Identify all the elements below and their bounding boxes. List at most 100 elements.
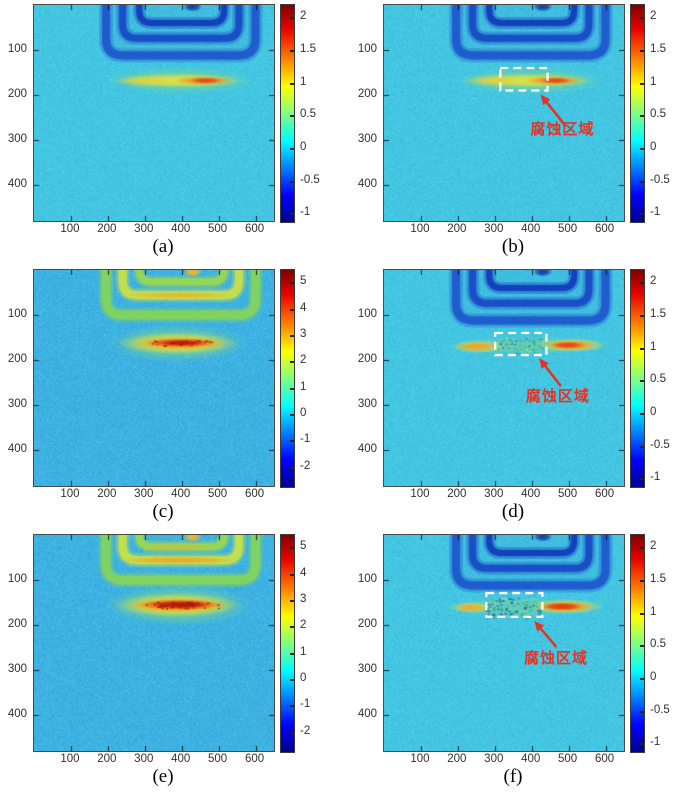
colorbar-tick-label: 0 xyxy=(300,672,306,684)
colorbar-tick-label: 0.5 xyxy=(650,373,666,385)
y-tick-label: 300 xyxy=(8,133,27,145)
colorbar-tick xyxy=(640,315,644,317)
x-tick-label: 300 xyxy=(127,753,161,765)
y-tick-label: 400 xyxy=(358,708,377,720)
colorbar-tick xyxy=(640,743,644,745)
x-tick-label: 400 xyxy=(164,223,198,235)
colorbar-tick-label: 0.5 xyxy=(650,108,666,120)
colorbar-tick xyxy=(290,282,294,284)
colorbar-tick xyxy=(290,361,294,363)
colorbar-tick xyxy=(290,83,294,85)
y-axis-ticks: 100 200 300 400 xyxy=(0,535,27,751)
y-tick-label: 200 xyxy=(358,88,377,100)
x-tick-label: 200 xyxy=(440,223,474,235)
colorbar-tick-label: 0 xyxy=(300,141,306,153)
y-tick-label: 100 xyxy=(358,308,377,320)
colorbar-tick-labels: 2 1.5 1 0.5 0 -0.5 -1 xyxy=(650,534,675,751)
y-tick-label: 300 xyxy=(358,133,377,145)
colorbar-tick xyxy=(640,348,644,350)
colorbar-tick-label: 0.5 xyxy=(650,638,666,650)
subplot-f: 100 200 300 400 腐蚀区域 2 1.5 1 0.5 0 -0.5 -1 100 200… xyxy=(338,530,675,796)
subplot-c: 100 200 300 400 5 4 3 2 1 0 -1 -2 100 200 300 400 500 6… xyxy=(0,265,338,530)
heatmap-canvas xyxy=(384,270,624,486)
colorbar-tick-label: 2 xyxy=(300,10,306,22)
x-tick-label: 600 xyxy=(238,488,272,500)
colorbar-tick xyxy=(640,580,644,582)
x-tick-label: 500 xyxy=(551,753,585,765)
colorbar-tick-label: 4 xyxy=(300,567,306,579)
x-tick-label: 200 xyxy=(90,488,124,500)
x-axis-ticks: 100 200 300 400 500 600 xyxy=(33,753,273,767)
x-tick-label: 400 xyxy=(514,223,548,235)
x-tick-label: 200 xyxy=(90,223,124,235)
heatmap-canvas xyxy=(384,5,624,221)
subplot-caption: (f) xyxy=(383,766,643,788)
colorbar-tick xyxy=(640,282,644,284)
x-tick-label: 600 xyxy=(588,488,622,500)
colorbar-tick-labels: 5 4 3 2 1 0 -1 -2 xyxy=(300,534,334,751)
colorbar-tick xyxy=(640,711,644,713)
heatmap-d: 腐蚀区域 xyxy=(383,269,625,487)
colorbar-tick-label: -1 xyxy=(650,736,660,748)
colorbar xyxy=(630,534,645,753)
colorbar-tick-label: -1 xyxy=(300,698,310,710)
y-tick-label: 100 xyxy=(8,43,27,55)
colorbar-tick-label: 1 xyxy=(650,76,656,88)
colorbar-tick xyxy=(290,600,294,602)
colorbar-tick xyxy=(640,478,644,480)
corrosion-label: 腐蚀区域 xyxy=(501,651,611,668)
colorbar-tick xyxy=(290,653,294,655)
colorbar-tick-label: 1.5 xyxy=(650,308,666,320)
x-tick-label: 200 xyxy=(440,488,474,500)
x-tick-label: 300 xyxy=(477,488,511,500)
colorbar-gradient xyxy=(631,5,644,222)
colorbar-tick-label: -0.5 xyxy=(650,439,670,451)
colorbar-tick-label: 1.5 xyxy=(300,43,316,55)
colorbar-gradient xyxy=(281,535,294,752)
colorbar-tick-label: -1 xyxy=(300,433,310,445)
heatmap-canvas xyxy=(34,535,274,751)
colorbar-tick-label: -1 xyxy=(300,206,310,218)
heatmap-canvas xyxy=(34,5,274,221)
x-tick-label: 100 xyxy=(403,223,437,235)
colorbar-tick-label: 5 xyxy=(300,540,306,552)
y-tick-label: 100 xyxy=(8,308,27,320)
y-tick-label: 300 xyxy=(358,663,377,675)
y-tick-label: 400 xyxy=(358,443,377,455)
x-tick-label: 300 xyxy=(127,223,161,235)
colorbar-tick xyxy=(290,626,294,628)
x-tick-label: 100 xyxy=(53,223,87,235)
colorbar-tick-label: 4 xyxy=(300,302,306,314)
x-tick-label: 400 xyxy=(514,753,548,765)
subplot-caption: (a) xyxy=(33,236,293,258)
colorbar-tick-label: 0 xyxy=(650,406,656,418)
y-tick-label: 100 xyxy=(358,43,377,55)
y-axis-ticks: 100 200 300 400 xyxy=(338,270,377,486)
colorbar-tick xyxy=(640,83,644,85)
heatmap-canvas xyxy=(384,535,624,751)
colorbar-tick xyxy=(290,213,294,215)
subplot-e: 100 200 300 400 5 4 3 2 1 0 -1 -2 100 200 300 400 500 6… xyxy=(0,530,338,796)
x-tick-label: 400 xyxy=(164,488,198,500)
x-axis-ticks: 100 200 300 400 500 600 xyxy=(383,488,623,502)
x-tick-label: 100 xyxy=(53,753,87,765)
y-tick-label: 300 xyxy=(8,663,27,675)
colorbar-tick-label: 1 xyxy=(300,381,306,393)
colorbar-tick xyxy=(640,678,644,680)
y-tick-label: 200 xyxy=(358,618,377,630)
x-tick-label: 600 xyxy=(588,753,622,765)
y-tick-label: 400 xyxy=(358,178,377,190)
corrosion-label: 腐蚀区域 xyxy=(507,122,617,139)
x-tick-label: 100 xyxy=(403,488,437,500)
colorbar-tick-label: -1 xyxy=(650,206,660,218)
colorbar-tick xyxy=(640,148,644,150)
colorbar-tick xyxy=(290,17,294,19)
colorbar-tick-label: 2 xyxy=(300,619,306,631)
colorbar-tick xyxy=(290,414,294,416)
colorbar-tick xyxy=(290,732,294,734)
y-tick-label: 300 xyxy=(358,398,377,410)
colorbar-tick-label: -2 xyxy=(300,725,310,737)
heatmap-canvas xyxy=(34,270,274,486)
colorbar-tick xyxy=(290,335,294,337)
y-axis-ticks: 100 200 300 400 xyxy=(0,5,27,221)
